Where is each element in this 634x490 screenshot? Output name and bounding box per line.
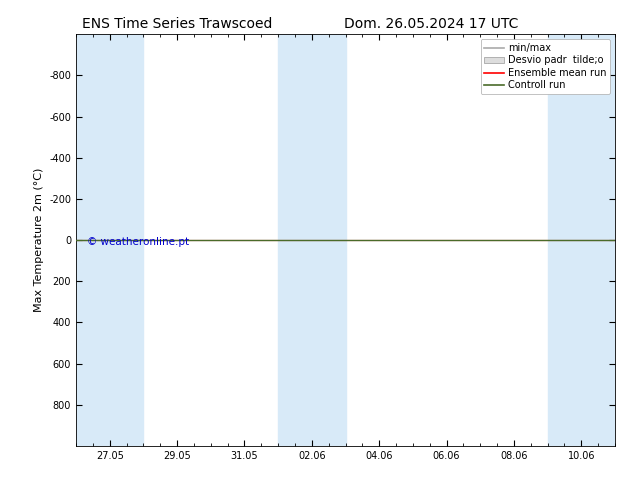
Legend: min/max, Desvio padr  tilde;o, Ensemble mean run, Controll run: min/max, Desvio padr tilde;o, Ensemble m… — [481, 39, 610, 94]
Text: Dom. 26.05.2024 17 UTC: Dom. 26.05.2024 17 UTC — [344, 17, 519, 31]
Bar — [278, 34, 346, 446]
Text: © weatheronline.pt: © weatheronline.pt — [87, 237, 189, 247]
Bar — [548, 34, 615, 446]
Bar — [76, 34, 143, 446]
Text: ENS Time Series Trawscoed: ENS Time Series Trawscoed — [82, 17, 273, 31]
Y-axis label: Max Temperature 2m (°C): Max Temperature 2m (°C) — [34, 168, 44, 312]
